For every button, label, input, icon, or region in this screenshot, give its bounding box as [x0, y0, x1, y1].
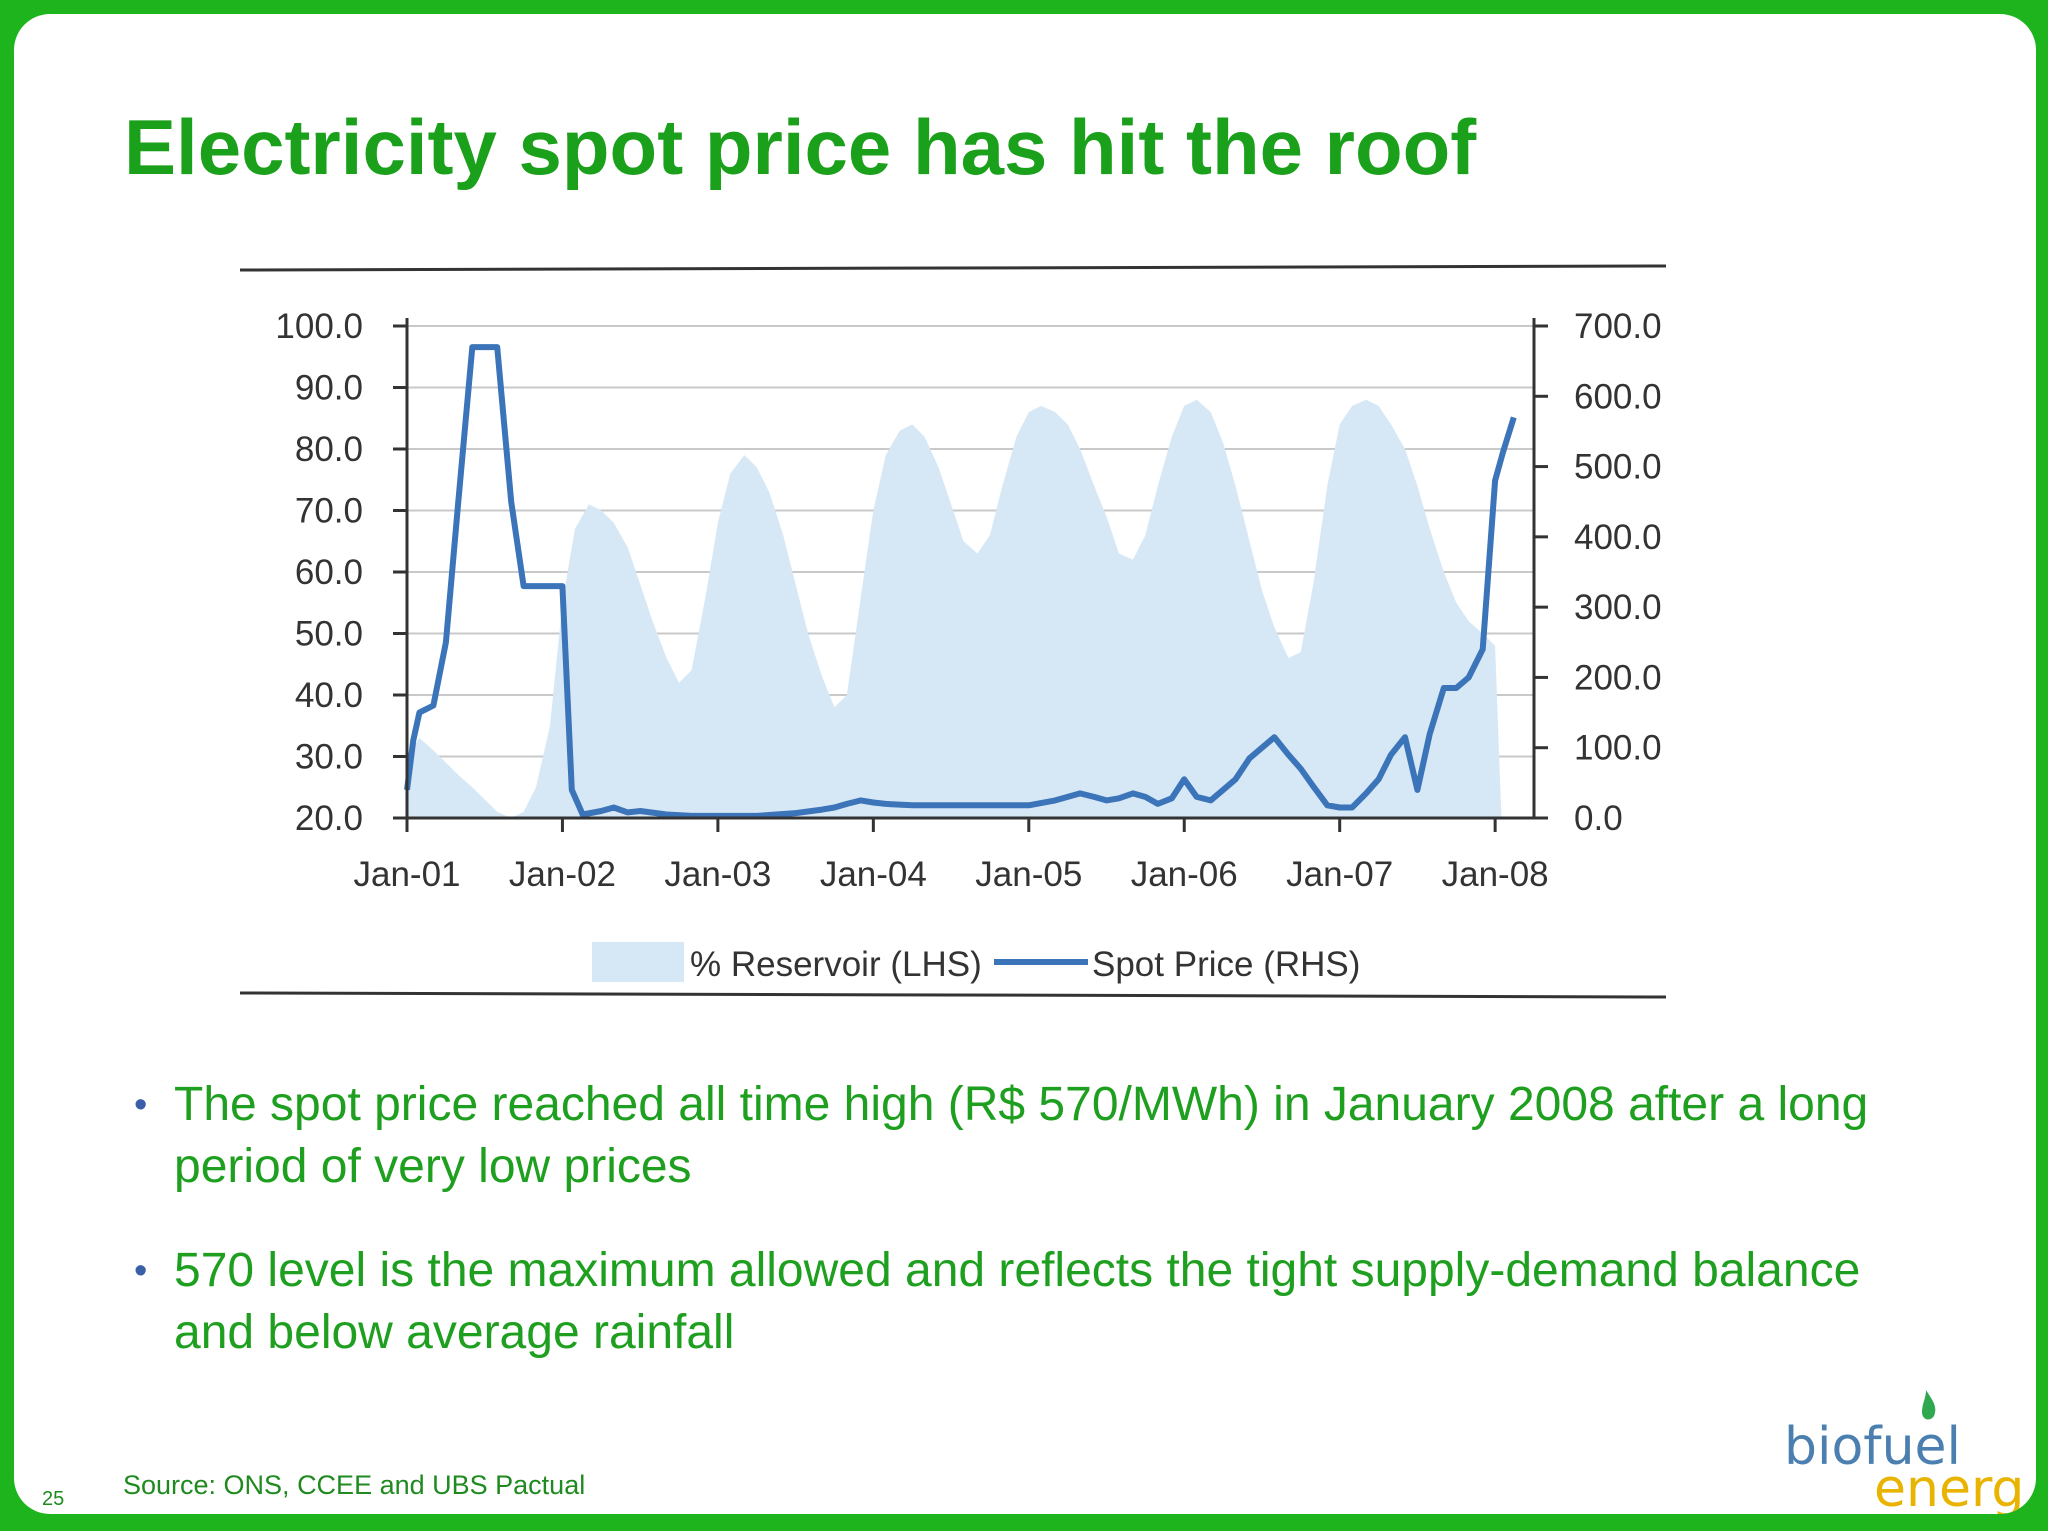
y-left-tick-label: 100.0	[275, 307, 363, 346]
bullet-marker: •	[134, 1084, 148, 1126]
y-left-tick-label: 20.0	[295, 799, 363, 838]
bullet-text: The spot price reached all time high (R$…	[174, 1078, 1869, 1193]
bullet-text: 570 level is the maximum allowed and ref…	[174, 1244, 1861, 1359]
bullet-item: • The spot price reached all time high (…	[124, 1074, 1924, 1198]
y-right-tick-labels: 700.0 600.0 500.0 400.0 300.0 200.0 100.…	[1574, 307, 1662, 838]
chart-frame-top	[239, 264, 1667, 272]
page-title: Electricity spot price has hit the roof	[124, 103, 1477, 191]
x-tick-label: Jan-07	[1286, 855, 1393, 894]
x-tick-label: Jan-03	[664, 855, 771, 894]
y-right-tick-label: 0.0	[1574, 799, 1623, 838]
y-left-tick-label: 90.0	[295, 369, 363, 408]
chart-axes	[393, 318, 1548, 832]
y-left-tick-label: 40.0	[295, 676, 363, 715]
y-left-tick-label: 60.0	[295, 553, 363, 592]
chart-legend: % Reservoir (LHS) Spot Price (RHS)	[592, 942, 1360, 984]
flame-icon	[1922, 1390, 1936, 1420]
legend-label-spot-price: Spot Price (RHS)	[1092, 945, 1360, 984]
legend-swatch-reservoir	[592, 942, 684, 982]
x-tick-label: Jan-02	[509, 855, 616, 894]
reservoir-area-layer	[407, 399, 1502, 818]
y-right-tick-label: 300.0	[1574, 588, 1662, 627]
y-right-tick-label: 600.0	[1574, 377, 1662, 416]
page-number: 25	[42, 1488, 65, 1510]
x-tick-label: Jan-08	[1442, 855, 1549, 894]
y-left-tick-label: 70.0	[295, 492, 363, 531]
spot-price-line	[404, 344, 1517, 819]
chart: 100.0 90.0 80.0 70.0 60.0 50.0 40.0 30.0…	[239, 264, 1667, 999]
y-left-tick-label: 50.0	[295, 615, 363, 654]
x-tick-label: Jan-05	[975, 855, 1082, 894]
y-left-tick-label: 30.0	[295, 738, 363, 777]
x-tick-label: Jan-01	[353, 855, 460, 894]
reservoir-area	[407, 399, 1502, 818]
legend-label-reservoir: % Reservoir (LHS)	[690, 945, 982, 984]
source-note: Source: ONS, CCEE and UBS Pactual	[123, 1470, 586, 1500]
x-tick-label: Jan-04	[820, 855, 927, 894]
chart-frame-bottom	[239, 991, 1667, 999]
x-tick-labels: Jan-01 Jan-02 Jan-03 Jan-04 Jan-05 Jan-0…	[353, 855, 1548, 894]
y-right-tick-label: 400.0	[1574, 518, 1662, 557]
logo-text-bottom: energy	[1874, 1459, 2024, 1514]
x-tick-label: Jan-06	[1131, 855, 1238, 894]
logo-text-top: biofuel	[1784, 1417, 1961, 1477]
bullet-item: • 570 level is the maximum allowed and r…	[124, 1240, 1924, 1364]
slide: Electricity spot price has hit the roof …	[14, 14, 2036, 1514]
y-left-tick-labels: 100.0 90.0 80.0 70.0 60.0 50.0 40.0 30.0…	[275, 307, 363, 838]
biofuel-energy-logo: biofuel energy	[1784, 1390, 2024, 1514]
y-right-tick-label: 500.0	[1574, 448, 1662, 487]
bullet-list: • The spot price reached all time high (…	[124, 1074, 1924, 1406]
spot-price-line-layer	[404, 344, 1517, 819]
y-right-tick-label: 100.0	[1574, 729, 1662, 768]
y-left-tick-label: 80.0	[295, 430, 363, 469]
y-right-tick-label: 200.0	[1574, 658, 1662, 697]
y-right-tick-label: 700.0	[1574, 307, 1662, 346]
bullet-marker: •	[134, 1250, 148, 1292]
